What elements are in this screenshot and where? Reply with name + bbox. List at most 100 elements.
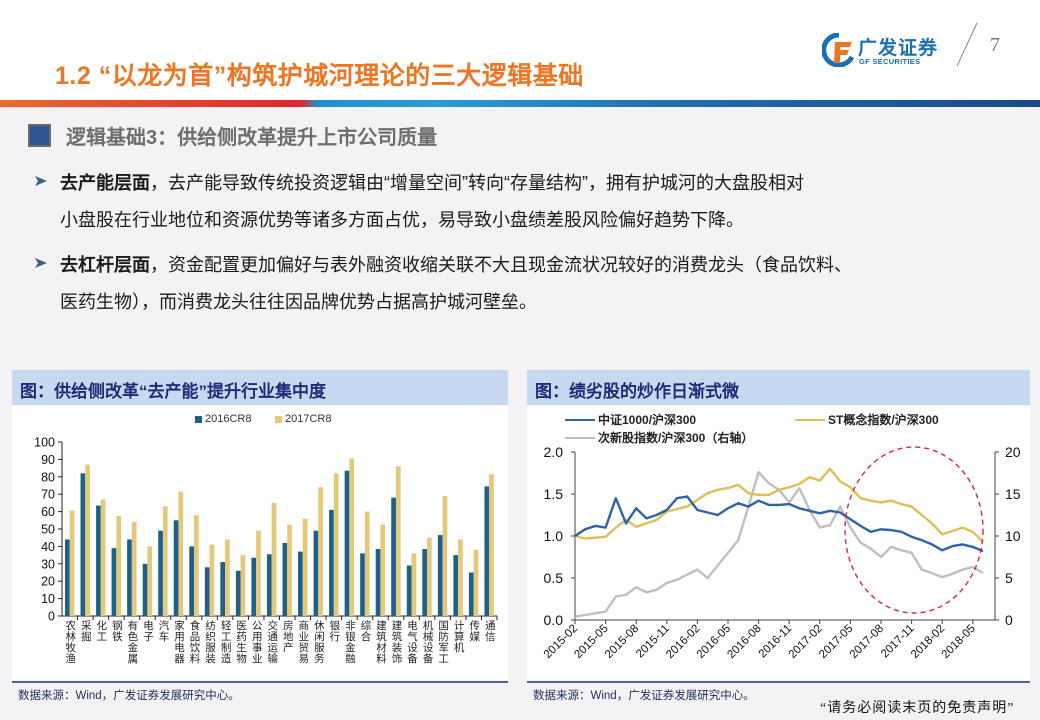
bar-2016CR8: [453, 555, 459, 616]
bullet-2-keyword: 去杠杆层面: [60, 255, 150, 275]
bar-2016CR8: [96, 505, 101, 616]
x-axis-category-label: 银行: [328, 620, 341, 642]
x-axis-category-label: 建筑装饰: [390, 620, 403, 664]
x-axis-category-label: 休闲服务: [312, 620, 325, 664]
arrow-bullet-icon: [35, 176, 47, 186]
right-y-tick-label: 20: [1005, 444, 1021, 460]
bar-2016CR8: [158, 530, 163, 616]
bar-2016CR8: [282, 542, 288, 616]
x-tick-label: 2018-05: [940, 623, 978, 661]
right-chart-title-banner: 图：绩劣股的炒作日渐式微: [527, 370, 1030, 405]
page-number: 7: [990, 34, 1000, 56]
bar-2017CR8: [489, 474, 494, 616]
bar-2017CR8: [178, 491, 184, 616]
header-color-band: [0, 100, 1040, 107]
bar-2017CR8: [209, 544, 215, 616]
bar-2017CR8: [147, 546, 153, 616]
y-tick-label: 20: [41, 575, 55, 589]
x-axis-category-label: 家用电器: [173, 620, 186, 664]
legend-swatch-2017: [275, 415, 282, 423]
bar-2017CR8: [364, 511, 370, 616]
x-axis-category-label: 电子: [141, 620, 154, 642]
x-axis-category-label: 建筑材料: [374, 620, 387, 664]
x-axis-category-label: 食品饮料: [188, 620, 201, 664]
bar-2016CR8: [266, 554, 272, 616]
bullet-1-text: ，去产能导致传统投资逻辑由“增量空间”转向“存量结构”，拥有护城河的大盘股相对: [150, 173, 804, 193]
x-axis-category-label: 传媒: [468, 620, 481, 642]
legend-label-st: ST概念指数/沪深300: [828, 413, 939, 427]
legend-item-ipo: 次新股指数/沪深300（右轴）: [565, 429, 753, 446]
bar-2017CR8: [271, 502, 277, 616]
bar-2016CR8: [375, 549, 381, 616]
bar-2017CR8: [302, 518, 308, 616]
y-tick-label: 10: [41, 592, 55, 606]
bar-2016CR8: [422, 549, 428, 616]
right-chart-source: 数据来源：Wind，广发证券发展研究中心。: [533, 690, 755, 702]
legend-label-ipo: 次新股指数/沪深300（右轴）: [598, 431, 754, 445]
y-tick-label: 0: [48, 610, 55, 624]
bar-2016CR8: [65, 539, 70, 616]
x-tick-label: 2017-08: [848, 623, 886, 661]
bar-2017CR8: [458, 539, 463, 616]
bar-2016CR8: [235, 570, 241, 616]
bar-2017CR8: [380, 524, 386, 616]
bullet-1-keyword: 去产能层面: [60, 173, 150, 193]
legend-item-csi1000: 中证1000/沪深300: [565, 411, 696, 428]
legend-label-2016: 2016CR8: [205, 413, 252, 425]
slide-header: [0, 0, 1040, 100]
x-axis-category-label: 有色金属: [126, 620, 139, 664]
bar-2016CR8: [298, 551, 303, 616]
x-axis-category-label: 国防军工: [437, 620, 450, 664]
x-axis-category-label: 机械设备: [421, 620, 434, 664]
line-chart-plot: 0.00.51.01.52.0051015202015-022015-05201…: [542, 444, 1021, 661]
bar-2016CR8: [173, 520, 179, 616]
bar-2017CR8: [85, 464, 90, 616]
bullet-2-line-2: 医药生物），而消费龙头往往因品牌优势占据高护城河壁垒。: [60, 292, 537, 312]
left-chart-source: 数据来源：Wind，广发证券发展研究中心。: [18, 690, 240, 702]
x-axis-category-label: 房地产: [281, 620, 294, 653]
x-axis-category-label: 电气设备: [406, 620, 419, 664]
bar-2017CR8: [116, 515, 122, 616]
legend-item-st: ST概念指数/沪深300: [795, 411, 939, 428]
bar-2017CR8: [69, 510, 75, 616]
x-axis-category-label: 纺织服装: [204, 620, 217, 664]
bar-2016CR8: [189, 546, 194, 616]
bar-2017CR8: [395, 466, 401, 616]
bar-2016CR8: [142, 563, 148, 616]
left-y-tick-label: 1.5: [544, 486, 564, 502]
x-axis-category-label: 农林牧渔: [64, 620, 77, 664]
bar-2016CR8: [127, 539, 132, 616]
bar-2016CR8: [468, 572, 474, 616]
x-axis-category-label: 汽车: [157, 620, 170, 642]
bar-2017CR8: [162, 506, 168, 616]
bar-2016CR8: [313, 530, 319, 616]
y-tick-label: 50: [41, 523, 55, 537]
x-axis-category-label: 采掘: [79, 620, 92, 642]
bar-2017CR8: [411, 553, 417, 616]
right-chart-body: 中证1000/沪深300 ST概念指数/沪深300 次新股指数/沪深300（右轴…: [527, 405, 1030, 680]
logo-english-name: GF SECURITIES: [859, 57, 921, 66]
legend-line-csi1000: [565, 418, 595, 421]
bar-2017CR8: [442, 495, 448, 616]
gf-logo-icon: [822, 33, 855, 67]
bar-2017CR8: [100, 499, 106, 616]
bar-2016CR8: [406, 565, 412, 616]
bar-2017CR8: [473, 549, 479, 616]
legend-item-2017: 2017CR8: [275, 413, 331, 425]
y-tick-label: 70: [41, 488, 55, 502]
x-tick-label: 2015-08: [603, 623, 641, 661]
bar-2016CR8: [220, 562, 226, 616]
bar-2016CR8: [204, 567, 210, 616]
y-tick-label: 90: [41, 453, 55, 467]
bar-2016CR8: [344, 470, 350, 616]
left-y-tick-label: 2.0: [544, 444, 564, 460]
y-tick-label: 80: [41, 470, 55, 484]
left-chart-body: 2016CR8 2017CR8 0 10 20 30 40 50 60 70 80 90 100 农…: [12, 405, 508, 680]
series-line-ipo: [574, 470, 984, 618]
series-line-st: [574, 467, 984, 543]
legend-line-ipo: [565, 436, 595, 439]
left-y-tick-label: 0.5: [544, 570, 564, 586]
right-y-tick-label: 15: [1005, 486, 1021, 502]
left-y-tick-label: 1.0: [544, 528, 564, 544]
x-axis-category-label: 医药生物: [235, 620, 248, 664]
